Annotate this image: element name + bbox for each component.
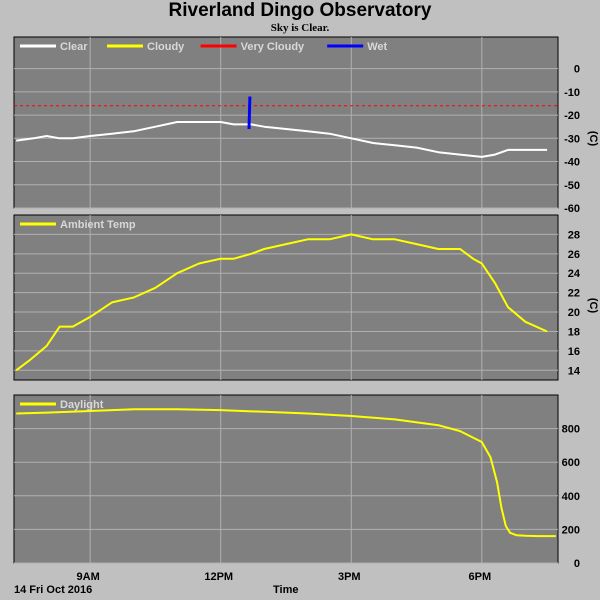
legend-label-ambient-temp: Ambient Temp: [60, 219, 136, 231]
x-tick-label: 12PM: [204, 571, 233, 583]
x-tick-label: 9AM: [77, 571, 100, 583]
series-line-daylight: [16, 408, 556, 538]
y-axis-label-ambient: (C): [587, 298, 599, 314]
y-tick-label-sky: 0: [574, 64, 580, 76]
chart-title: Riverland Dingo Observatory: [168, 0, 432, 21]
y-tick-label-ambient: 26: [568, 249, 580, 261]
y-tick-label-ambient: 16: [568, 346, 580, 358]
y-tick-label-ambient: 14: [568, 365, 581, 377]
legend-label-clear: Clear: [60, 41, 88, 53]
x-axis-label: Time: [273, 584, 299, 596]
y-tick-label-daylight: 400: [562, 491, 580, 503]
series-line-clear: [16, 121, 548, 158]
sky-status: Sky is Clear.: [270, 22, 330, 34]
legend-label-cloudy: Cloudy: [147, 41, 185, 53]
series-line-wet: [247, 96, 252, 130]
date-label: 14 Fri Oct 2016: [14, 584, 93, 596]
legend-label-daylight: Daylight: [60, 399, 104, 411]
legend-label-very-cloudy: Very Cloudy: [241, 41, 305, 53]
y-tick-label-daylight: 800: [562, 424, 580, 436]
y-tick-label-ambient: 20: [568, 307, 580, 319]
y-tick-label-daylight: 200: [562, 524, 580, 536]
y-tick-label-daylight: 600: [562, 457, 580, 469]
y-tick-label-ambient: 18: [568, 326, 580, 338]
y-tick-label-sky: -50: [564, 180, 580, 192]
y-axis-label-sky: (C): [587, 131, 599, 147]
y-tick-label-sky: -10: [564, 87, 580, 99]
y-tick-label-daylight: 0: [574, 558, 580, 570]
plot-area-ambient: [13, 214, 559, 381]
y-tick-label-ambient: 24: [568, 268, 581, 280]
series-line-ambient-temp: [15, 233, 548, 372]
legend-label-wet: Wet: [367, 41, 387, 53]
x-tick-label: 6PM: [469, 571, 492, 583]
y-tick-label-sky: -30: [564, 133, 580, 145]
plot-area-daylight: [13, 394, 559, 564]
y-tick-label-sky: -40: [564, 157, 580, 169]
x-tick-label: 3PM: [338, 571, 361, 583]
y-tick-label-ambient: 28: [568, 229, 580, 241]
y-tick-label-sky: -20: [564, 110, 580, 122]
y-tick-label-sky: -60: [564, 203, 580, 215]
y-tick-label-ambient: 22: [568, 288, 580, 300]
plot-area-sky: [13, 36, 559, 209]
